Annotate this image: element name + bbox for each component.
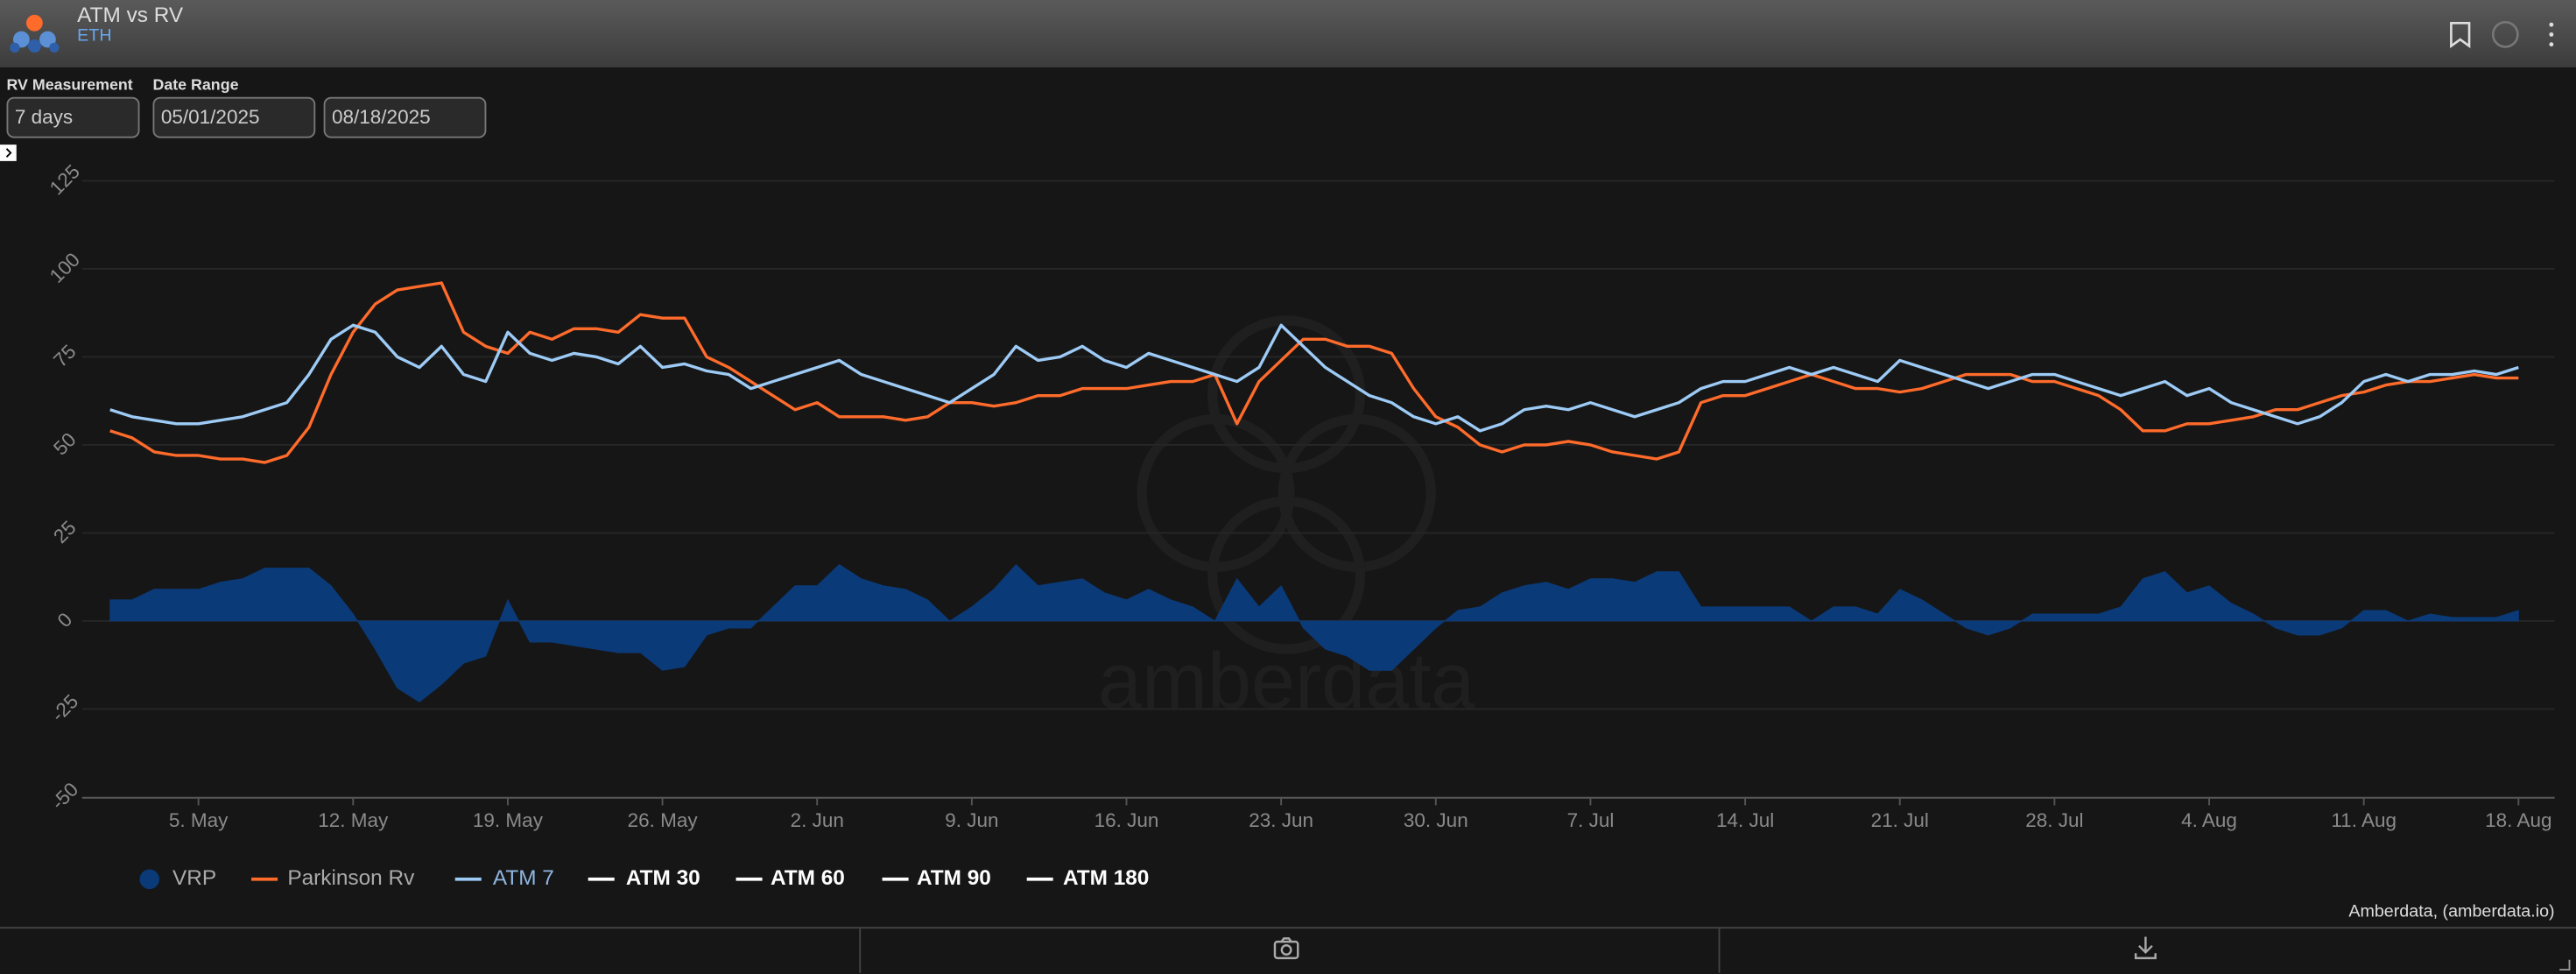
legend-label: ATM 30	[626, 866, 700, 890]
x-tick-label: 26. May	[628, 809, 699, 831]
menu-icon[interactable]	[2549, 22, 2554, 47]
series-line	[109, 323, 2519, 433]
credit: Amberdata, (amberdata.io)	[2348, 902, 2554, 921]
camera-button[interactable]	[1273, 937, 1299, 960]
control-label: RV Measurement	[7, 75, 133, 93]
header-subtitle: ETH	[77, 25, 111, 45]
x-tick-label: 30. Jun	[1404, 809, 1468, 831]
x-tick-label: 7. Jul	[1567, 809, 1615, 831]
resize-handle	[2559, 959, 2571, 970]
x-tick-label: 21. Jul	[1871, 809, 1929, 831]
legend-label: ATM 7	[493, 866, 554, 890]
rv-select[interactable]	[6, 96, 140, 138]
control-label: Date Range	[152, 75, 238, 93]
legend-label: ATM 90	[917, 866, 991, 890]
x-tick-label: 5. May	[169, 809, 229, 831]
x-tick-label: 4. Aug	[2181, 809, 2237, 831]
x-tick-label: 9. Jun	[945, 809, 998, 831]
x-tick-label: 14. Jul	[1716, 809, 1774, 831]
legend-label: VRP	[172, 866, 216, 890]
x-tick-label: 16. Jun	[1094, 809, 1159, 831]
x-tick-label: 2. Jun	[791, 809, 844, 831]
watermark-logo	[1137, 315, 1436, 654]
x-tick-label: 11. Aug	[2331, 809, 2397, 831]
start-date: 05/01/2025	[161, 106, 260, 128]
legend-label: ATM 180	[1063, 866, 1149, 890]
legend-label: ATM 60	[771, 866, 845, 890]
end-date: 08/18/2025	[332, 106, 431, 128]
watermark: amberdata	[1098, 637, 1475, 725]
vrp-area	[109, 563, 2519, 703]
expand-toggle[interactable]	[0, 145, 17, 161]
bookmark-icon[interactable]	[2450, 21, 2471, 49]
legend-label: Parkinson Rv	[287, 866, 415, 890]
rv-value: 7 days	[15, 106, 73, 128]
end-date-input[interactable]	[323, 96, 487, 138]
expand-arrow	[5, 148, 12, 158]
x-tick-label: 19. May	[473, 809, 544, 831]
x-tick-label: 12. May	[318, 809, 389, 831]
info-icon[interactable]	[2491, 21, 2519, 48]
series-line	[109, 281, 2519, 464]
x-tick-label: 18. Aug	[2485, 809, 2551, 831]
legend-marker	[139, 869, 159, 890]
download-button[interactable]	[2134, 936, 2157, 960]
header-title: ATM vs RV	[77, 4, 184, 27]
header-bar	[0, 0, 2576, 67]
x-tick-label: 28. Jul	[2025, 809, 2083, 831]
start-date-input[interactable]	[152, 96, 316, 138]
x-tick-label: 23. Jun	[1249, 809, 1313, 831]
logo	[10, 14, 60, 53]
